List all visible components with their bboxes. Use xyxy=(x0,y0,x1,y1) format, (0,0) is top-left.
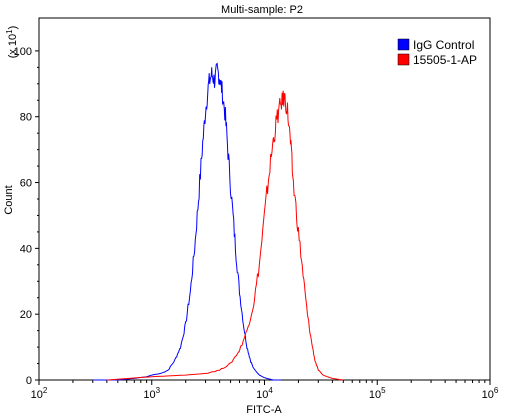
y-axis-title: Count xyxy=(3,185,15,214)
legend-swatch-igg-control xyxy=(397,38,410,51)
y-axis-multiplier: (x 101) xyxy=(5,26,19,59)
x-tick-base: 10 xyxy=(369,389,381,401)
x-tick-label: 105 xyxy=(369,386,386,401)
chart-title: Multi-sample: P2 xyxy=(221,4,303,16)
x-tick-base: 10 xyxy=(482,389,494,401)
x-tick-label: 102 xyxy=(31,386,48,401)
y-tick-label: 20 xyxy=(20,309,32,321)
x-tick-exponent: 5 xyxy=(381,386,386,395)
legend-label-15505-1-ap: 15505-1-AP xyxy=(413,53,477,67)
x-axis: 102 103 104 105 106 xyxy=(31,380,499,401)
y-multiplier-suffix: ) xyxy=(7,26,19,30)
x-tick-base: 10 xyxy=(31,389,43,401)
y-tick-label: 100 xyxy=(14,46,32,58)
plot-frame xyxy=(38,17,491,381)
y-multiplier-prefix: (x 10 xyxy=(7,34,19,58)
x-tick-label: 104 xyxy=(256,386,273,401)
x-tick-exponent: 6 xyxy=(494,386,499,395)
x-axis-title: FITC-A xyxy=(246,404,282,416)
x-tick-exponent: 2 xyxy=(43,386,48,395)
y-tick-label: 80 xyxy=(20,112,32,124)
y-tick-label: 40 xyxy=(20,243,32,255)
x-tick-label: 106 xyxy=(482,386,499,401)
x-tick-exponent: 3 xyxy=(156,386,161,395)
y-tick-label: 60 xyxy=(20,178,32,190)
series-line-igg-control xyxy=(92,62,281,381)
legend: IgG Control 15505-1-AP xyxy=(397,38,477,67)
y-multiplier-exponent: 1 xyxy=(5,29,14,34)
x-tick-base: 10 xyxy=(256,389,268,401)
legend-label-igg-control: IgG Control xyxy=(413,38,474,52)
y-tick-label: 0 xyxy=(26,375,32,387)
y-axis: 0 20 40 60 80 100 xyxy=(14,46,39,387)
legend-swatch-15505-1-ap xyxy=(397,53,410,66)
series-layer xyxy=(92,62,344,381)
series-line-15505-1-ap xyxy=(106,90,344,381)
x-tick-exponent: 4 xyxy=(268,386,273,395)
x-tick-label: 103 xyxy=(143,386,160,401)
x-tick-base: 10 xyxy=(143,389,155,401)
